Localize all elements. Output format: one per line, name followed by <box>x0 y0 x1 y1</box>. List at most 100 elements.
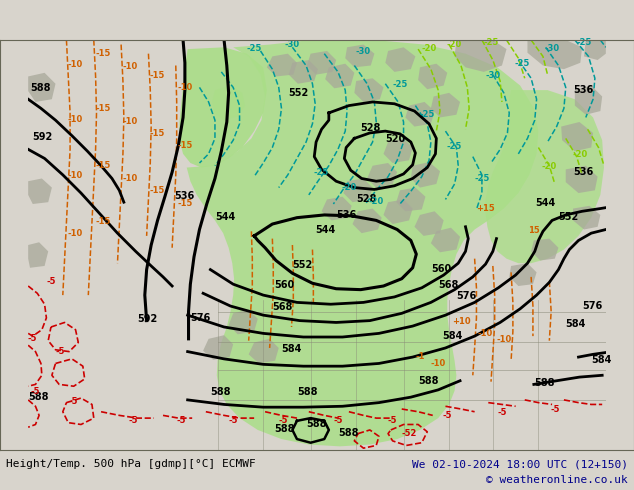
Text: 576: 576 <box>456 291 477 301</box>
Polygon shape <box>455 40 507 72</box>
Text: -10: -10 <box>478 329 493 338</box>
Polygon shape <box>307 51 336 74</box>
Text: -5: -5 <box>46 277 56 286</box>
Polygon shape <box>249 339 279 364</box>
Text: -20: -20 <box>422 44 437 53</box>
Text: 560: 560 <box>274 280 294 290</box>
Text: -10: -10 <box>122 62 138 71</box>
Text: -15: -15 <box>150 129 165 138</box>
Polygon shape <box>186 40 538 446</box>
Text: -30: -30 <box>356 47 371 56</box>
Text: 584: 584 <box>281 343 302 354</box>
Text: -5: -5 <box>278 416 288 425</box>
Polygon shape <box>561 122 593 151</box>
Text: -52: -52 <box>401 429 417 439</box>
Text: -5: -5 <box>497 408 507 417</box>
Polygon shape <box>531 239 559 261</box>
Text: -20: -20 <box>541 162 557 171</box>
Text: -5: -5 <box>333 416 343 425</box>
Polygon shape <box>385 48 415 72</box>
Text: -25: -25 <box>247 44 262 53</box>
Text: -5: -5 <box>30 387 40 395</box>
Polygon shape <box>384 138 413 163</box>
Text: -15: -15 <box>95 161 110 170</box>
Text: -15: -15 <box>177 141 193 149</box>
Text: 552: 552 <box>559 212 579 222</box>
Text: -10: -10 <box>68 229 83 238</box>
Polygon shape <box>367 163 397 188</box>
Polygon shape <box>267 54 297 76</box>
Polygon shape <box>418 64 448 89</box>
Text: © weatheronline.co.uk: © weatheronline.co.uk <box>486 475 628 485</box>
Text: 588: 588 <box>338 428 358 439</box>
Text: -10: -10 <box>430 359 446 368</box>
Text: 588: 588 <box>306 419 327 429</box>
Text: -10: -10 <box>122 174 138 183</box>
Polygon shape <box>584 40 606 60</box>
Text: -30: -30 <box>485 71 500 80</box>
Text: We 02-10-2024 18:00 UTC (12+150): We 02-10-2024 18:00 UTC (12+150) <box>412 459 628 469</box>
Polygon shape <box>411 162 440 188</box>
Text: 15: 15 <box>528 226 540 235</box>
Polygon shape <box>431 228 460 252</box>
Polygon shape <box>405 102 434 126</box>
Text: -5: -5 <box>128 416 138 425</box>
Polygon shape <box>527 40 582 69</box>
Text: 552: 552 <box>288 89 308 98</box>
Text: 588: 588 <box>274 424 295 434</box>
Polygon shape <box>431 93 460 118</box>
Text: +15: +15 <box>476 204 495 213</box>
Text: -15: -15 <box>95 49 110 58</box>
Text: -15: -15 <box>95 104 110 113</box>
Polygon shape <box>203 335 233 360</box>
Text: -5: -5 <box>176 416 186 425</box>
Polygon shape <box>325 64 354 88</box>
Polygon shape <box>396 188 425 211</box>
Text: 552: 552 <box>292 260 313 270</box>
Polygon shape <box>28 178 52 204</box>
Text: 536: 536 <box>573 167 593 177</box>
Text: -15: -15 <box>177 199 193 208</box>
Text: 576: 576 <box>582 301 602 311</box>
Polygon shape <box>575 86 602 115</box>
Text: -25: -25 <box>483 38 499 47</box>
Text: 592: 592 <box>138 315 158 324</box>
Text: 568: 568 <box>273 302 293 312</box>
Text: -10: -10 <box>68 172 83 180</box>
Text: 584: 584 <box>566 319 586 329</box>
Text: -25: -25 <box>392 80 408 89</box>
Polygon shape <box>566 166 598 193</box>
Text: -10: -10 <box>122 117 138 126</box>
Text: -25: -25 <box>474 174 489 183</box>
Polygon shape <box>28 73 56 102</box>
Text: -10: -10 <box>68 60 83 69</box>
Text: -5: -5 <box>69 397 79 406</box>
Text: -10: -10 <box>496 336 512 344</box>
Polygon shape <box>321 196 352 220</box>
Text: -5: -5 <box>388 416 398 425</box>
Text: 588: 588 <box>210 387 231 397</box>
Text: 544: 544 <box>534 198 555 208</box>
Polygon shape <box>179 48 267 168</box>
Text: -25: -25 <box>420 110 435 120</box>
Text: -25: -25 <box>576 38 592 47</box>
Text: -5: -5 <box>443 411 452 420</box>
Polygon shape <box>28 242 48 268</box>
Polygon shape <box>288 60 318 84</box>
Text: -15: -15 <box>95 217 110 226</box>
Polygon shape <box>354 78 384 102</box>
Text: 584: 584 <box>592 355 612 366</box>
Text: Height/Temp. 500 hPa [gdmp][°C] ECMWF: Height/Temp. 500 hPa [gdmp][°C] ECMWF <box>6 459 256 469</box>
Polygon shape <box>384 199 413 224</box>
Text: -25: -25 <box>447 142 462 151</box>
Text: 528: 528 <box>356 194 377 204</box>
Polygon shape <box>346 45 375 67</box>
Text: 520: 520 <box>385 134 406 144</box>
Text: -10: -10 <box>178 83 193 92</box>
Text: 544: 544 <box>215 212 235 222</box>
Text: -5: -5 <box>55 347 65 356</box>
Text: 536: 536 <box>573 85 593 95</box>
Polygon shape <box>415 211 444 236</box>
Text: 584: 584 <box>443 331 463 341</box>
Polygon shape <box>353 209 382 233</box>
